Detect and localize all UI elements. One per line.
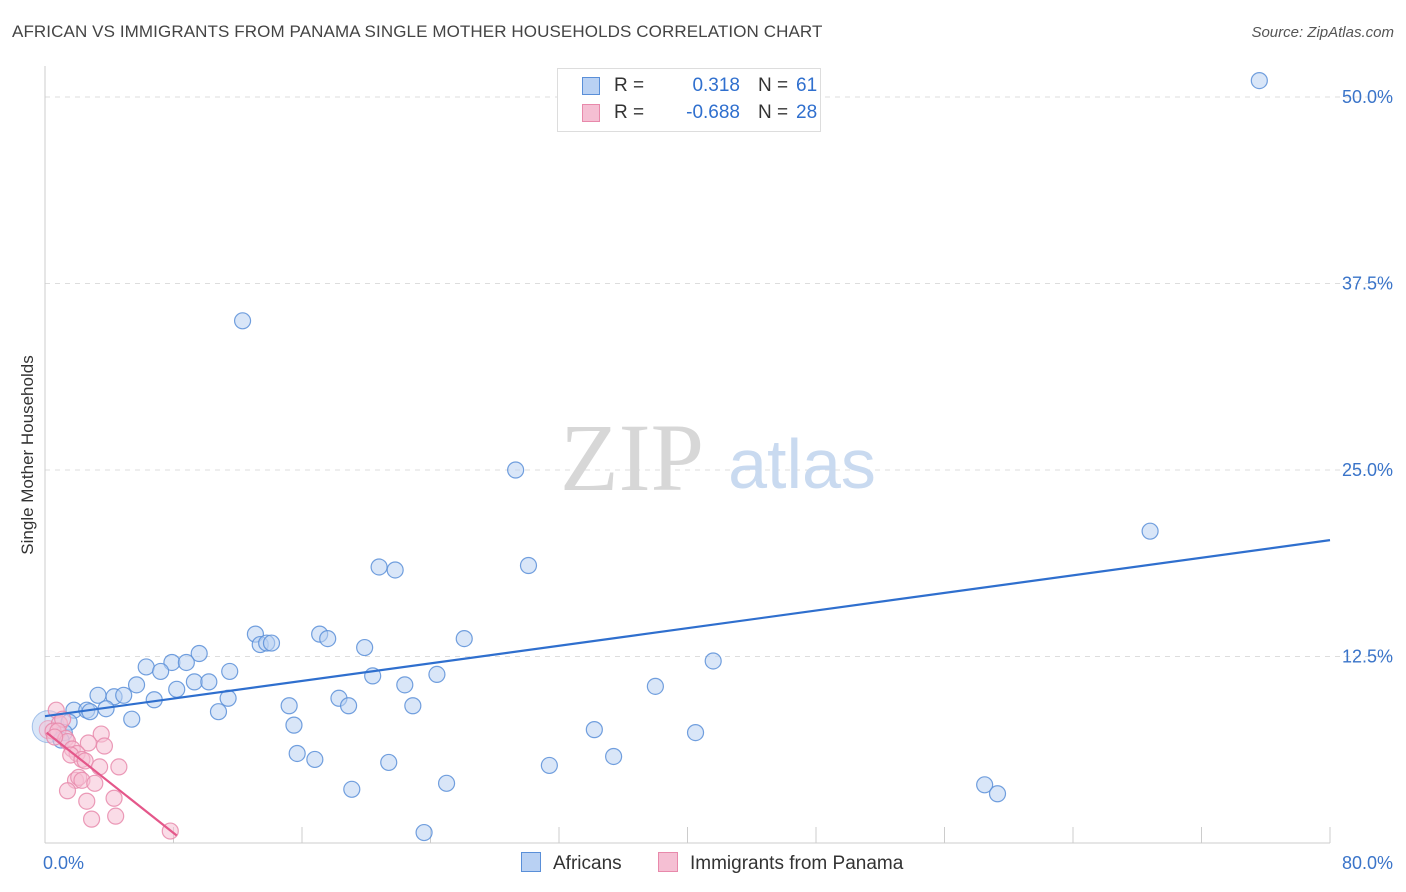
data-point-africans bbox=[415, 823, 433, 842]
data-point-panama bbox=[105, 789, 123, 807]
data-point-africans bbox=[507, 461, 525, 479]
data-point-africans bbox=[519, 556, 538, 575]
data-point-panama bbox=[58, 782, 77, 800]
correlation-legend: R = 0.318 N = 61 R = -0.688 N = 28 bbox=[557, 68, 821, 132]
data-point-africans bbox=[396, 676, 414, 694]
data-point-panama bbox=[107, 807, 125, 825]
data-point-africans bbox=[185, 673, 203, 691]
data-point-africans bbox=[262, 634, 281, 652]
data-point-africans bbox=[280, 697, 298, 715]
data-point-africans bbox=[1250, 71, 1268, 90]
data-point-africans bbox=[339, 697, 358, 715]
trendline-africans bbox=[44, 539, 1331, 718]
watermark: ZIP atlas bbox=[560, 404, 876, 511]
data-point-africans bbox=[137, 658, 155, 676]
bottom-legend-label-africans: Africans bbox=[553, 853, 622, 874]
data-point-africans bbox=[976, 776, 994, 794]
watermark-atlas: atlas bbox=[728, 425, 876, 503]
bottom-legend-label-panama: Immigrants from Panama bbox=[690, 853, 904, 874]
legend-r-value: 0.318 bbox=[692, 75, 740, 96]
data-point-africans bbox=[343, 780, 361, 798]
data-point-africans bbox=[686, 723, 705, 742]
bottom-legend-swatch-africans bbox=[521, 852, 541, 872]
y-axis-label: Single Mother Households bbox=[18, 355, 37, 555]
data-point-panama bbox=[91, 758, 109, 776]
data-point-panama bbox=[86, 774, 104, 792]
data-point-africans bbox=[988, 785, 1007, 803]
data-point-africans bbox=[356, 638, 374, 657]
bottom-legend-panama: Immigrants from Panama bbox=[658, 852, 903, 875]
data-point-africans bbox=[285, 716, 303, 734]
tick-labels: 12.5% 25.0% 37.5% 50.0% 0.0% 80.0% bbox=[43, 87, 1393, 873]
data-point-africans bbox=[233, 312, 252, 330]
data-point-africans bbox=[437, 774, 456, 792]
data-point-africans bbox=[200, 673, 218, 691]
chart-title: AFRICAN VS IMMIGRANTS FROM PANAMA SINGLE… bbox=[12, 22, 823, 41]
legend-n-label: N = bbox=[758, 102, 789, 123]
legend-n-value: 28 bbox=[796, 102, 818, 123]
data-point-africans bbox=[704, 652, 722, 670]
legend-r-label: R = bbox=[614, 75, 645, 96]
data-point-africans bbox=[1141, 522, 1159, 540]
legend-n-label: N = bbox=[758, 75, 789, 96]
y-tick-label: 50.0% bbox=[1342, 87, 1393, 107]
data-point-africans bbox=[605, 747, 623, 766]
data-point-africans bbox=[177, 653, 195, 672]
legend-swatch-africans bbox=[582, 77, 600, 95]
data-point-africans bbox=[428, 665, 446, 684]
data-point-africans bbox=[209, 703, 228, 721]
legend-swatch-panama bbox=[582, 104, 600, 122]
data-point-africans bbox=[455, 629, 473, 648]
data-point-africans bbox=[190, 644, 208, 663]
data-point-africans bbox=[115, 686, 133, 704]
legend-n-value: 61 bbox=[796, 75, 818, 96]
data-point-panama bbox=[95, 737, 114, 755]
data-point-panama bbox=[82, 810, 101, 828]
watermark-zip: ZIP bbox=[560, 404, 704, 511]
data-point-africans bbox=[168, 680, 186, 698]
grid-layer bbox=[45, 96, 1390, 657]
data-point-africans bbox=[585, 721, 603, 739]
legend-r-label: R = bbox=[614, 102, 645, 123]
data-point-africans bbox=[319, 629, 337, 648]
data-point-panama bbox=[78, 792, 96, 810]
legend-r-value: -0.688 bbox=[686, 102, 740, 123]
data-point-africans bbox=[646, 677, 664, 695]
bottom-legend-swatch-panama bbox=[658, 852, 678, 872]
bottom-legend-africans: Africans bbox=[521, 852, 622, 875]
y-tick-label: 12.5% bbox=[1342, 647, 1393, 667]
data-point-africans bbox=[386, 561, 404, 579]
y-tick-label: 37.5% bbox=[1342, 274, 1393, 294]
data-point-africans bbox=[306, 750, 324, 769]
trend-layer bbox=[44, 539, 1331, 837]
data-point-africans bbox=[404, 697, 422, 715]
data-point-africans bbox=[123, 710, 141, 728]
data-point-africans bbox=[152, 662, 170, 681]
data-point-panama bbox=[110, 758, 128, 776]
source-credit: Source: ZipAtlas.com bbox=[1251, 24, 1394, 41]
points-layer bbox=[31, 71, 1268, 842]
data-point-africans bbox=[380, 753, 398, 772]
data-point-africans bbox=[540, 756, 558, 775]
data-point-africans bbox=[288, 744, 306, 763]
x-tick-label: 0.0% bbox=[43, 853, 84, 873]
y-tick-label: 25.0% bbox=[1342, 460, 1393, 480]
data-point-africans bbox=[221, 662, 239, 681]
data-point-africans bbox=[370, 558, 388, 576]
x-tick-label: 80.0% bbox=[1342, 853, 1393, 873]
data-point-africans bbox=[127, 676, 146, 694]
trendline-panama bbox=[45, 731, 178, 837]
